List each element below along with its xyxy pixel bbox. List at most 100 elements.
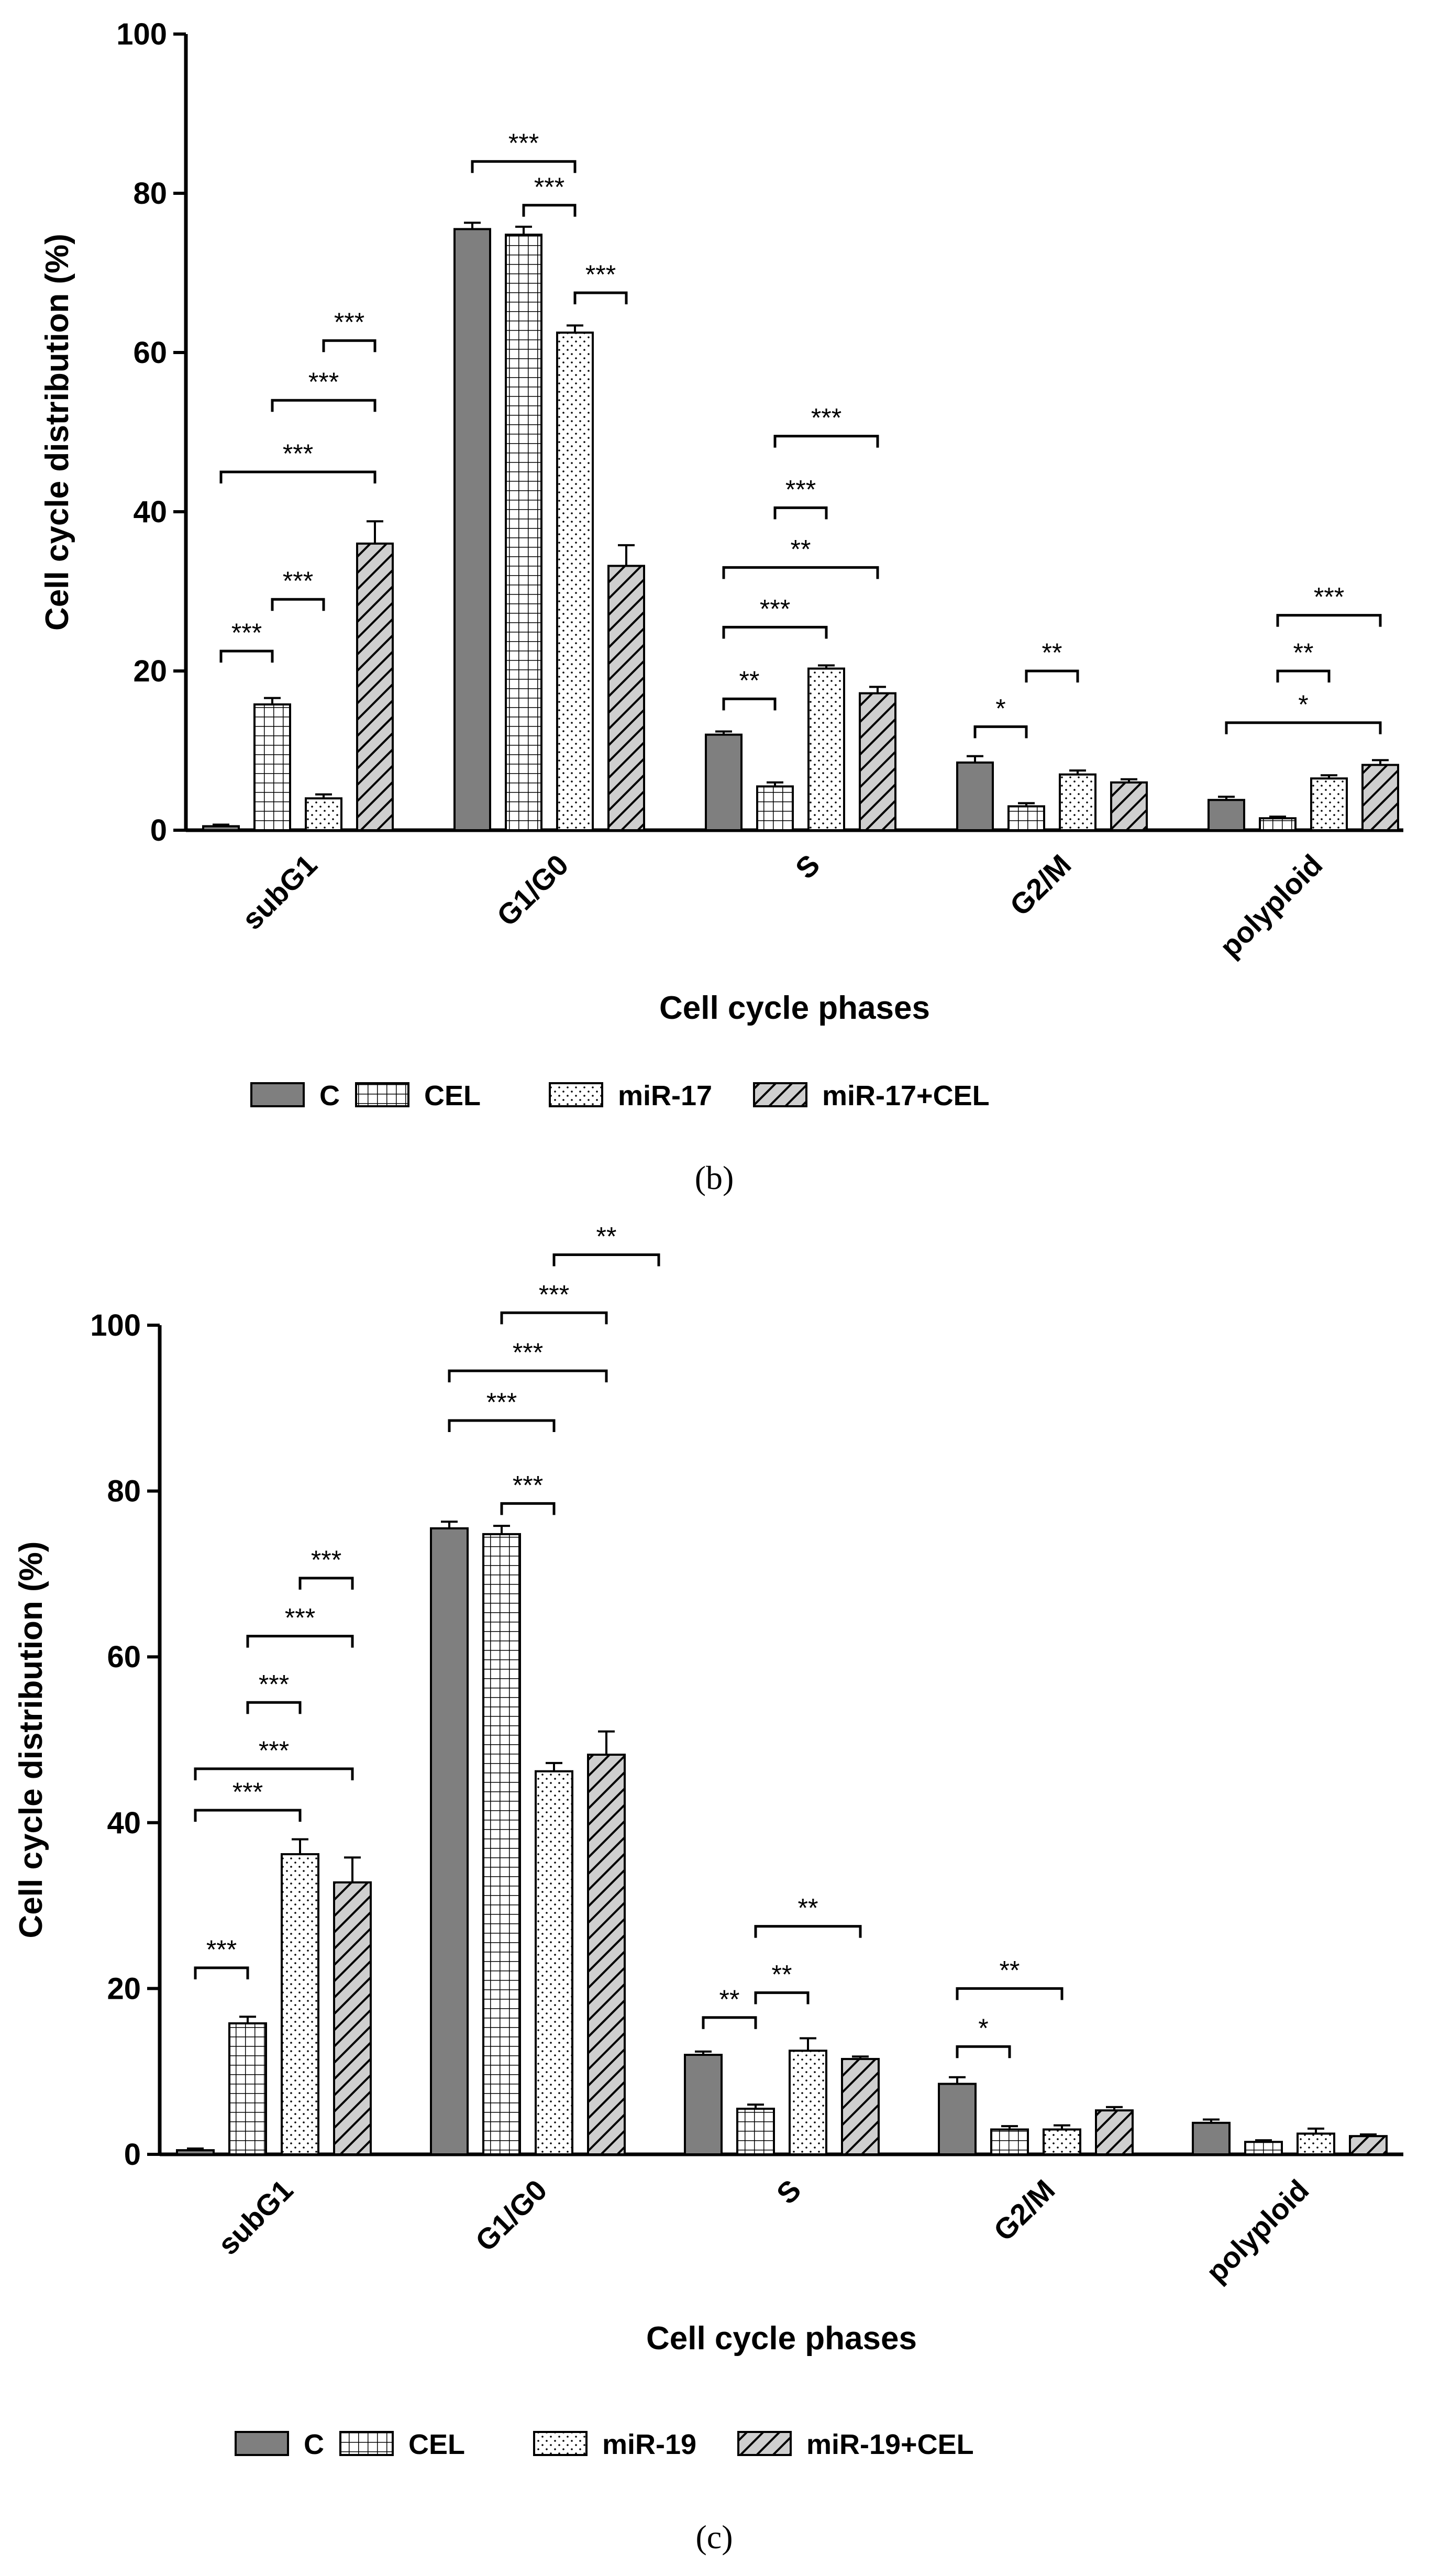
legend-swatch-dots [533,2431,588,2456]
bar-hatch-1 [587,1753,626,2155]
significance-bracket [322,339,376,353]
significance-label: ** [798,1894,818,1923]
significance-bracket [471,160,577,173]
bar-grid-1 [482,1533,521,2155]
bar-solid-3 [938,2083,977,2156]
bar-solid-0 [176,2149,215,2155]
bar-grid-0 [253,703,291,831]
significance-bracket [522,204,577,217]
significance-label: *** [760,594,790,623]
y-axis-title: Cell cycle distribution (%) [13,1542,49,1939]
significance-bracket [956,1987,1064,2000]
x-tick-label: G1/G0 [490,848,574,932]
significance-bracket [271,598,325,611]
chart-panel-b: 0 20 40 60 80 100 Cell cycle distribution (%) s… [39,17,1403,1196]
y-tick-label: 20 [107,1972,141,2006]
y-tick-label: 40 [133,495,167,529]
bar-solid-1 [453,228,491,831]
significance-label: ** [596,1221,617,1251]
significance-bracket [500,1311,608,1325]
bar-solid-2 [705,733,743,831]
significance-label: *** [334,307,364,337]
significance-label: *** [539,1280,569,1309]
bar-hatch-3 [1110,781,1148,832]
significance-label: *** [1314,582,1344,612]
bar-hatch-2 [841,2057,880,2156]
bar-hatch-3 [1095,2109,1134,2156]
bar-dots-4 [1297,2132,1335,2156]
significance-bracket [773,506,828,520]
significance-label: *** [534,172,564,202]
significance-label: * [995,693,1005,723]
significance-label: ** [772,1959,792,1989]
bar-hatch-2 [859,692,896,832]
y-tick-label: 100 [116,17,167,51]
x-tick-label: G2/M [987,2173,1061,2247]
significance-bracket [773,435,879,448]
significance-label: *** [513,1470,543,1500]
significance-label: *** [259,1669,289,1699]
bar-solid-1 [430,1527,469,2155]
significance-label: * [1298,690,1308,719]
y-tick-label: 80 [107,1474,141,1509]
bar-grid-1 [505,234,542,831]
legend-swatch-hatch [737,2431,792,2456]
bar-dots-3 [1059,773,1096,831]
legend-swatch-dots [549,1082,603,1107]
significance-bracket [194,1767,354,1780]
legend-swatch-grid [339,2431,394,2456]
significance-bracket [722,566,879,579]
bar-dots-2 [789,2050,827,2155]
bar-solid-4 [1208,799,1245,831]
legend-swatch-solid [250,1082,305,1107]
panel-label: (c) [695,2518,733,2556]
bar-dots-0 [305,797,342,831]
legend-label: C [319,1080,340,1111]
legend-label: CEL [424,1080,481,1111]
significance-label: *** [283,439,313,468]
bar-dots-2 [807,667,845,831]
bar-grid-2 [736,2107,775,2156]
significance-label: *** [283,566,313,596]
significance-bracket [298,1577,354,1590]
significance-label: *** [508,128,539,158]
legend-label: miR-19+CEL [806,2429,974,2460]
bar-solid-2 [684,2054,723,2156]
significance-bracket [271,399,376,412]
significance-label: *** [285,1603,315,1633]
bar-hatch-1 [607,565,645,831]
x-tick-label: polyploid [1213,848,1329,964]
bar-hatch-0 [333,1881,372,2155]
significance-bracket [448,1419,556,1433]
significance-bracket [500,1502,556,1515]
significance-bracket [552,1253,660,1267]
legend-swatch-grid [355,1082,409,1107]
y-tick-label: 80 [133,177,167,211]
legend-label: CEL [408,2429,465,2460]
significance-bracket [1276,614,1382,627]
significance-bracket [702,2016,757,2029]
legend-label: miR-17+CEL [822,1080,990,1111]
x-tick-label: S [789,848,826,885]
bar-hatch-4 [1361,764,1399,831]
significance-label: ** [1042,638,1062,667]
bar-solid-0 [202,825,240,832]
significance-bracket [722,625,828,639]
bar-solid-4 [1192,2121,1231,2155]
x-axis-title: Cell cycle phases [646,2320,917,2357]
y-tick-label: 20 [133,654,167,688]
bar-dots-0 [281,1853,319,2156]
significance-bracket [1276,669,1331,682]
significance-label: *** [486,1388,517,1417]
legend-swatch-hatch [753,1082,807,1107]
significance-bracket [973,725,1028,739]
significance-label: *** [513,1338,543,1367]
significance-bracket [1225,721,1382,734]
significance-label: *** [311,1545,341,1575]
y-tick-label: 0 [124,2138,141,2172]
bar-hatch-4 [1349,2135,1388,2156]
significance-label: *** [585,260,616,289]
x-tick-label: G2/M [1003,848,1077,922]
significance-label: ** [719,1985,740,2014]
